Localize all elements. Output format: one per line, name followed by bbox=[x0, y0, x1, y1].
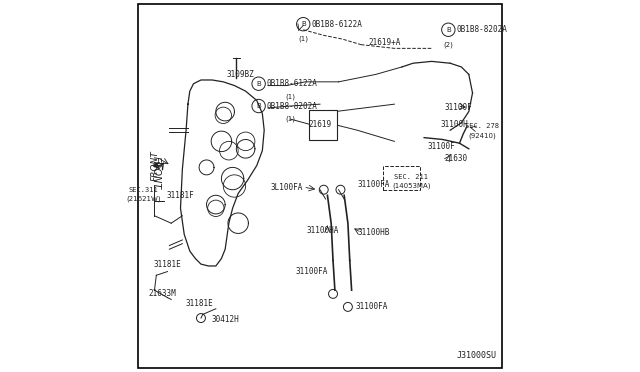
Text: 31100FA: 31100FA bbox=[355, 302, 388, 311]
Text: B: B bbox=[256, 81, 261, 87]
Text: 30412H: 30412H bbox=[211, 315, 239, 324]
Text: 31181E: 31181E bbox=[185, 299, 213, 308]
Text: FRONT: FRONT bbox=[151, 150, 160, 181]
Text: 31181E: 31181E bbox=[154, 260, 181, 269]
Text: J31000SU: J31000SU bbox=[456, 351, 496, 360]
Text: 31100FA: 31100FA bbox=[296, 267, 328, 276]
Text: B: B bbox=[446, 27, 451, 33]
Text: (21621W): (21621W) bbox=[126, 196, 161, 202]
Text: SEC. 278: SEC. 278 bbox=[465, 124, 499, 129]
Text: 21619+A: 21619+A bbox=[369, 38, 401, 47]
Text: 31100F: 31100F bbox=[428, 142, 456, 151]
Text: 31100FA: 31100FA bbox=[357, 180, 390, 189]
Text: (1): (1) bbox=[285, 116, 295, 122]
Text: 21630: 21630 bbox=[445, 154, 468, 163]
Text: 31100F: 31100F bbox=[445, 103, 472, 112]
Text: (2): (2) bbox=[444, 41, 453, 48]
Text: (14053MA): (14053MA) bbox=[392, 183, 430, 189]
Text: 31100H: 31100H bbox=[441, 120, 468, 129]
Text: 31100HA: 31100HA bbox=[307, 226, 339, 235]
Text: 3109BZ: 3109BZ bbox=[226, 70, 254, 79]
Text: 31181F: 31181F bbox=[166, 191, 195, 200]
Text: FRONT: FRONT bbox=[150, 156, 161, 190]
Text: 3L100FA: 3L100FA bbox=[271, 183, 303, 192]
Text: 0B1B8-8202A: 0B1B8-8202A bbox=[456, 25, 508, 34]
Text: 31100HB: 31100HB bbox=[357, 228, 390, 237]
FancyBboxPatch shape bbox=[309, 110, 337, 140]
Text: (1): (1) bbox=[285, 93, 295, 100]
Text: (1): (1) bbox=[298, 36, 308, 42]
Bar bbox=[383, 166, 420, 190]
Text: B: B bbox=[256, 103, 261, 109]
Text: B: B bbox=[301, 21, 306, 27]
Text: 0B1B8-6122A: 0B1B8-6122A bbox=[312, 20, 362, 29]
Text: 21619: 21619 bbox=[308, 120, 332, 129]
Text: 21633M: 21633M bbox=[148, 289, 176, 298]
Text: SEC. 211: SEC. 211 bbox=[394, 174, 428, 180]
Text: SEC.311: SEC.311 bbox=[129, 187, 158, 193]
Text: 0B1B8-8202A: 0B1B8-8202A bbox=[267, 102, 317, 110]
Text: 0B1B8-6122A: 0B1B8-6122A bbox=[267, 79, 317, 88]
Text: (92410): (92410) bbox=[468, 132, 496, 139]
